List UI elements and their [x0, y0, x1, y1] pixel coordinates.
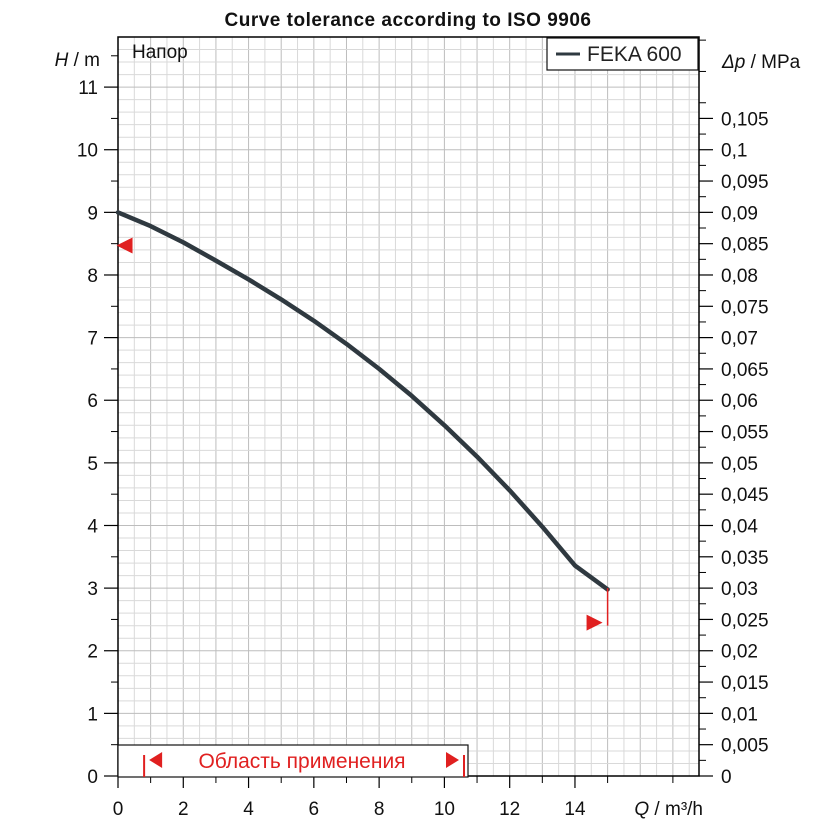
- y2-tick-label: 0,03: [721, 579, 758, 600]
- y-tick-label: 5: [87, 454, 98, 475]
- y-tick-label: 3: [87, 579, 98, 600]
- y2-tick-label: 0,1: [721, 141, 747, 162]
- y2-tick-label: 0,01: [721, 704, 758, 725]
- series-group: [115, 210, 610, 592]
- y2-tick-label: 0,05: [721, 454, 758, 475]
- x-tick-label: 2: [178, 799, 189, 820]
- x-tick-label: 14: [564, 799, 586, 820]
- y2-tick-label: 0,105: [721, 109, 769, 130]
- y-tick-label: 10: [77, 141, 98, 162]
- y-tick-label: 7: [87, 329, 98, 350]
- y2-tick-label: 0,07: [721, 329, 758, 350]
- y2-tick-label: 0,015: [721, 673, 769, 694]
- y2-tick-label: 0,04: [721, 516, 758, 537]
- y-tick-label: 1: [87, 704, 98, 725]
- x-tick-label: 0: [113, 799, 124, 820]
- y-axis: 0 1 2 3 4 5 6 7 8 9 10 11: [77, 55, 118, 788]
- application-range-right-arrow: [445, 752, 459, 768]
- y-tick-label: 6: [87, 391, 98, 412]
- y2-tick-label: 0,055: [721, 423, 769, 444]
- tolerance-marker-right: [586, 614, 603, 631]
- y2-axis: 0 0,005 0,01 0,015 0,02 0,025 0,03 0,035 0,04 0,0…: [699, 39, 769, 788]
- y-tick-label: 4: [87, 516, 98, 537]
- application-range-label: Область применения: [198, 750, 405, 773]
- y-tick-label: 8: [87, 266, 98, 287]
- x-tick-label: 6: [309, 799, 320, 820]
- y2-tick-label: 0,09: [721, 203, 758, 224]
- y2-tick-label: 0,02: [721, 642, 758, 663]
- y2-tick-label: 0,075: [721, 297, 769, 318]
- y2-tick-label: 0,035: [721, 548, 769, 569]
- y2-tick-label: 0,085: [721, 235, 769, 256]
- x-tick-label: 8: [374, 799, 385, 820]
- y2-tick-label: 0,045: [721, 485, 769, 506]
- x-tick-label: 12: [499, 799, 520, 820]
- x-axis-label: Q / m³/h: [634, 799, 703, 820]
- application-range-left-arrow: [149, 752, 163, 768]
- y-tick-label: 11: [78, 78, 98, 99]
- y2-axis-label: Δp / MPa: [721, 52, 801, 73]
- y2-tick-label: 0,025: [721, 610, 769, 631]
- x-tick-label: 10: [434, 799, 455, 820]
- x-tick-label: 4: [243, 799, 254, 820]
- curve-name-label: Напор: [132, 42, 188, 63]
- y2-tick-label: 0,065: [721, 360, 769, 381]
- grid: [118, 37, 699, 776]
- x-axis: 0 2 4 6 8 10 12 14: [113, 776, 674, 820]
- y2-tick-label: 0,08: [721, 266, 758, 287]
- y2-tick-label: 0,095: [721, 172, 769, 193]
- plot-frame: [117, 36, 700, 777]
- y2-tick-label: 0,06: [721, 391, 758, 412]
- y2-tick-label: 0: [721, 767, 732, 788]
- y2-tick-label: 0,005: [721, 736, 769, 757]
- y-tick-label: 9: [87, 203, 98, 224]
- series-line: [115, 210, 610, 592]
- y-axis-label: H / m: [55, 50, 100, 71]
- y-tick-label: 0: [87, 767, 98, 788]
- application-range-box: [117, 744, 469, 778]
- legend: FEKA 600: [546, 37, 699, 71]
- chart-title: Curve tolerance according to ISO 9906: [225, 10, 592, 31]
- application-range: Область применения: [117, 744, 469, 778]
- y-tick-label: 2: [87, 642, 98, 663]
- legend-label: FEKA 600: [587, 43, 682, 66]
- tolerance-marker-left: [116, 237, 133, 254]
- tolerance-markers: [116, 237, 609, 631]
